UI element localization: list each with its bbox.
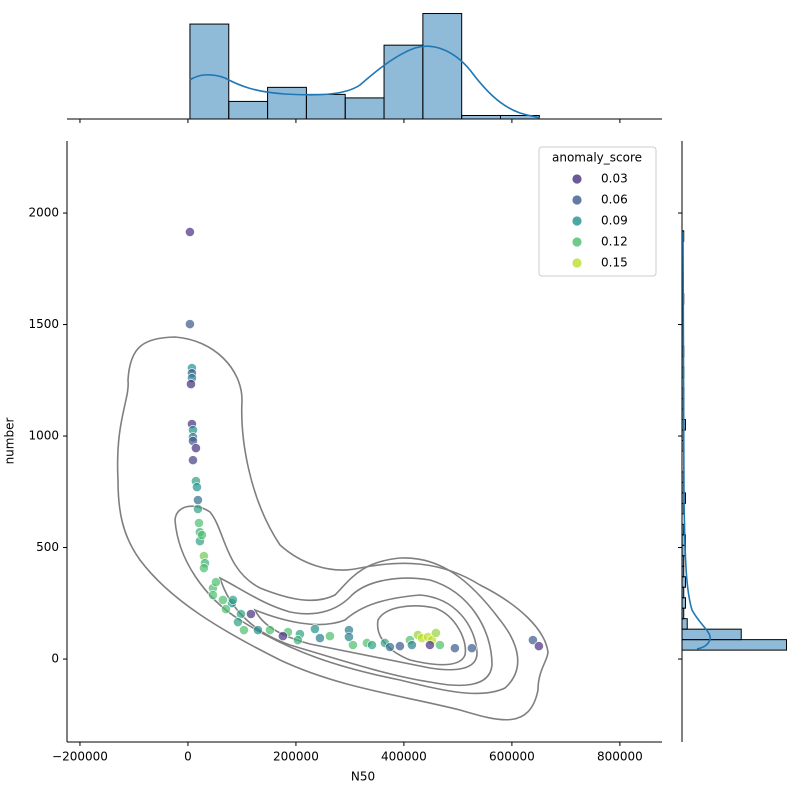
point: [239, 625, 249, 635]
point: [197, 530, 207, 540]
x-tick-label: −200000: [52, 750, 108, 764]
point: [193, 495, 203, 505]
point: [407, 640, 417, 650]
point: [310, 624, 320, 634]
point: [395, 641, 405, 652]
y-tick-label: 1500: [28, 317, 59, 331]
point: [344, 632, 354, 642]
hist-bar: [189, 23, 230, 120]
x-tick-label: 200000: [273, 750, 319, 764]
point: [431, 628, 441, 638]
hist-bar: [681, 618, 688, 630]
point: [293, 635, 303, 645]
hist-bar: [681, 597, 686, 609]
point: [211, 577, 221, 588]
point: [315, 633, 325, 643]
point: [533, 641, 544, 652]
point: [528, 635, 538, 645]
point: [449, 643, 460, 654]
contour: [174, 505, 519, 695]
point: [325, 631, 335, 641]
point: [188, 455, 198, 466]
marginal-kde: [189, 45, 541, 119]
point: [199, 563, 209, 573]
point: [425, 640, 435, 650]
point: [193, 504, 203, 514]
hist-bar: [267, 86, 307, 120]
legend-title: anomaly_score: [552, 151, 642, 165]
point: [194, 518, 204, 528]
point: [466, 643, 477, 654]
legend-label: 0.09: [601, 214, 628, 228]
hist-bar: [422, 13, 463, 120]
hist-bar: [383, 44, 424, 120]
legend-marker: [572, 174, 582, 184]
point: [191, 443, 201, 453]
point: [218, 595, 228, 605]
point: [278, 631, 288, 641]
point: [185, 227, 195, 237]
legend-marker: [572, 258, 582, 268]
point: [367, 640, 377, 650]
point: [192, 482, 202, 493]
y-tick-label: 2000: [28, 206, 59, 220]
point: [228, 595, 238, 605]
contour: [376, 605, 467, 666]
x-tick-label: 400000: [381, 750, 427, 764]
hist-bar: [461, 114, 502, 120]
legend-label: 0.15: [601, 256, 628, 270]
x-tick-label: 800000: [597, 750, 643, 764]
legend-label: 0.06: [601, 193, 628, 207]
hist-bar: [344, 97, 385, 120]
x-tick-label: 0: [184, 750, 192, 764]
kde-contours: [116, 336, 549, 721]
x-axis-label: N50: [351, 770, 375, 784]
y-axis-label: number: [3, 418, 17, 465]
contour: [253, 594, 478, 671]
point: [348, 640, 358, 650]
hist-bar: [305, 93, 346, 120]
point: [385, 642, 395, 652]
point: [221, 604, 231, 614]
point: [233, 617, 243, 627]
point: [265, 625, 275, 635]
contour: [218, 576, 493, 687]
y-tick-label: 1000: [28, 429, 59, 443]
hist-bar: [228, 100, 269, 120]
point: [186, 379, 196, 389]
legend-label: 0.03: [601, 172, 628, 186]
hist-bar: [681, 628, 742, 641]
legend-box: [538, 146, 657, 277]
point: [185, 319, 195, 329]
marginal-kde: [682, 231, 711, 650]
legend-marker: [572, 195, 582, 205]
hist-bar: [681, 576, 686, 588]
x-tick-label: 600000: [489, 750, 535, 764]
point: [253, 625, 263, 635]
y-tick-label: 500: [36, 540, 59, 554]
legend-label: 0.12: [601, 235, 628, 249]
point: [208, 590, 218, 600]
contour: [116, 336, 549, 721]
y-tick-label: 0: [51, 652, 59, 666]
point: [435, 640, 445, 650]
legend: anomaly_score 0.03 0.06 0.09 0.12 0.15: [538, 146, 657, 277]
point: [246, 609, 256, 619]
legend-marker: [572, 216, 582, 226]
legend-marker: [572, 237, 582, 247]
